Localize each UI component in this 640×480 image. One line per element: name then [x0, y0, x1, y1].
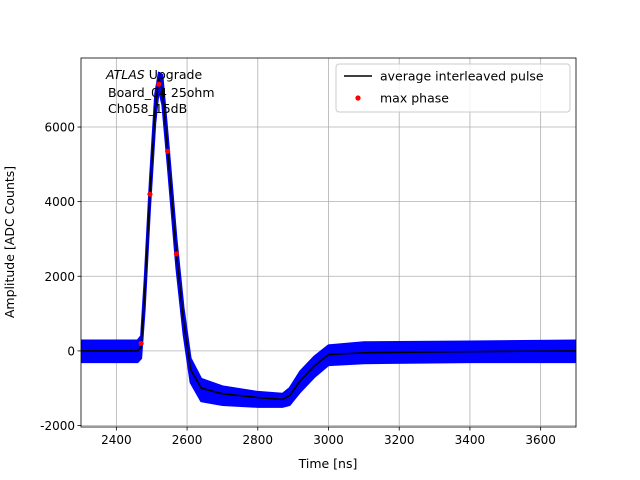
y-tick-label: 6000 — [44, 121, 75, 135]
plot-area — [81, 71, 576, 408]
legend-swatch — [355, 95, 361, 101]
annotation-text: Upgrade — [145, 67, 203, 82]
y-axis-label: Amplitude [ADC Counts] — [2, 166, 17, 318]
annotation: ATLAS Upgrade — [105, 67, 202, 82]
point — [138, 340, 144, 347]
point — [147, 191, 153, 197]
y-tick-label: -2000 — [40, 419, 75, 433]
axes-frame — [80, 57, 577, 428]
y-tick-label: 0 — [67, 344, 75, 358]
x-tick-label: 3400 — [455, 433, 486, 447]
legend-label: average interleaved pulse — [380, 69, 544, 84]
annotation-line: Board_04 25ohm — [108, 85, 215, 100]
noise-band — [81, 71, 576, 408]
point — [156, 81, 162, 87]
x-axis-label: Time [ns] — [298, 456, 358, 471]
x-tick-label: 2400 — [101, 433, 132, 447]
point — [165, 148, 171, 154]
annotation-line: Ch058_15dB — [108, 101, 187, 116]
x-tick-label: 3600 — [525, 433, 556, 447]
legend-box — [335, 63, 571, 113]
y-tick-label: 2000 — [44, 270, 75, 284]
x-tick-label: 2600 — [172, 433, 203, 447]
annotation-italic: ATLAS — [105, 67, 145, 82]
y-tick-label: 4000 — [44, 195, 75, 209]
x-tick-label: 3200 — [384, 433, 415, 447]
x-tick-label: 3000 — [313, 433, 344, 447]
point — [173, 251, 180, 257]
line — [81, 78, 576, 401]
x-tick-label: 2800 — [243, 433, 274, 447]
legend-label: max phase — [380, 91, 449, 106]
